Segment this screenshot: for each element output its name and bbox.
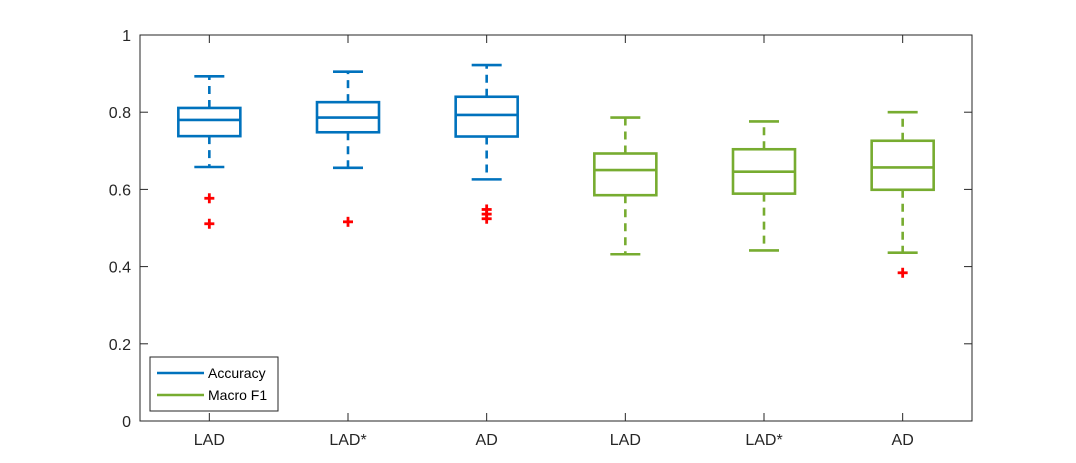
y-tick-label: 0 bbox=[122, 414, 131, 431]
x-tick-label: LAD* bbox=[745, 432, 782, 449]
x-tick-label: LAD bbox=[194, 432, 225, 449]
legend-label-macro-f1: Macro F1 bbox=[208, 387, 267, 403]
iqr-box bbox=[593, 152, 658, 197]
outlier-marker bbox=[204, 193, 215, 204]
outlier-marker bbox=[343, 216, 353, 227]
axis-ticks: 0 0.2 0.4 0.6 0.8 1 LAD LAD* AD LAD LAD* AD bbox=[109, 28, 972, 449]
box-group bbox=[454, 63, 519, 181]
y-tick-label: 0.4 bbox=[109, 260, 131, 277]
box-group bbox=[870, 110, 935, 255]
iqr-box bbox=[454, 95, 519, 138]
box-group bbox=[177, 75, 242, 169]
legend: Accuracy Macro F1 bbox=[149, 356, 279, 412]
outlier-marker bbox=[897, 267, 908, 278]
plot-area-frame bbox=[139, 34, 973, 422]
boxes-layer bbox=[177, 63, 935, 256]
y-tick-label: 1 bbox=[122, 28, 131, 45]
x-tick-label: AD bbox=[892, 432, 914, 449]
box-group bbox=[731, 120, 797, 252]
y-tick-label: 0.8 bbox=[109, 105, 131, 122]
iqr-box bbox=[870, 139, 935, 192]
x-tick-label: AD bbox=[476, 432, 498, 449]
iqr-box bbox=[177, 106, 242, 138]
y-tick-label: 0.2 bbox=[109, 337, 131, 354]
x-tick-label: LAD bbox=[610, 432, 641, 449]
box-group bbox=[593, 116, 658, 256]
outliers-layer bbox=[204, 193, 908, 278]
outlier-marker bbox=[481, 213, 492, 224]
x-tick-label: LAD* bbox=[329, 432, 366, 449]
outlier-marker bbox=[204, 218, 215, 229]
y-tick-label: 0.6 bbox=[109, 182, 131, 199]
legend-box bbox=[149, 356, 279, 412]
legend-label-accuracy: Accuracy bbox=[208, 365, 266, 381]
box-group bbox=[315, 70, 381, 170]
